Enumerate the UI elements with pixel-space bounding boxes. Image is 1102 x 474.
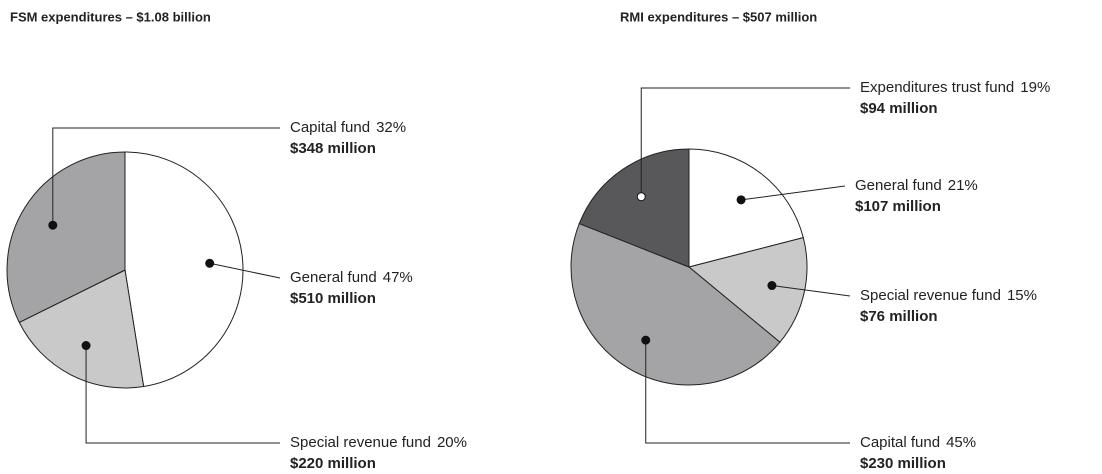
percent-label: 32% <box>376 119 406 136</box>
slice-label: Special revenue fund 20% <box>290 434 467 451</box>
slice-label: Special revenue fund 15% <box>860 287 1037 304</box>
callout-dot <box>48 220 58 230</box>
callout-dot <box>205 258 215 268</box>
callout-line <box>52 127 280 226</box>
amount-label: $76 million <box>860 308 938 325</box>
callout-dot <box>767 281 777 291</box>
callout-line <box>209 262 281 279</box>
pie-slice <box>124 151 244 388</box>
pie-slice <box>578 148 690 268</box>
amount-label: $94 million <box>860 100 938 117</box>
pie-slice <box>18 269 145 389</box>
percent-label: 45% <box>946 434 976 451</box>
category-name: Special revenue fund <box>290 434 431 451</box>
amount-label: $107 million <box>855 198 941 215</box>
slice-label: General fund 47% <box>290 269 413 286</box>
percent-label: 21% <box>948 177 978 194</box>
callout-line <box>640 87 850 197</box>
amount-label: $230 million <box>860 455 946 472</box>
pie-slice <box>6 151 126 324</box>
amount-label: $510 million <box>290 290 376 307</box>
percent-label: 19% <box>1020 79 1050 96</box>
callout-dot <box>641 335 651 345</box>
pie-slice <box>687 237 808 343</box>
percent-label: 47% <box>383 269 413 286</box>
chart-title: FSM expenditures – $1.08 billion <box>10 9 211 24</box>
amount-label: $348 million <box>290 140 376 157</box>
callout-dot <box>81 341 91 351</box>
callout-dot <box>636 192 646 202</box>
category-name: General fund <box>290 269 377 286</box>
callout-line <box>85 345 280 444</box>
percent-label: 20% <box>437 434 467 451</box>
slice-label: Capital fund 45% <box>860 434 976 451</box>
pie-slice <box>688 148 804 268</box>
percent-label: 15% <box>1007 287 1037 304</box>
category-name: Capital fund <box>860 434 940 451</box>
category-name: Expenditures trust fund <box>860 79 1014 96</box>
slice-label: Capital fund 32% <box>290 119 406 136</box>
category-name: Special revenue fund <box>860 287 1001 304</box>
slice-label: General fund 21% <box>855 177 978 194</box>
category-name: General fund <box>855 177 942 194</box>
callout-line <box>771 285 851 297</box>
callout-line <box>741 185 846 201</box>
callout-dot <box>736 195 746 205</box>
pie-slice <box>570 222 781 386</box>
slice-label: Expenditures trust fund 19% <box>860 79 1050 96</box>
amount-label: $220 million <box>290 455 376 472</box>
category-name: Capital fund <box>290 119 370 136</box>
callout-line <box>645 340 850 444</box>
chart-title: RMI expenditures – $507 million <box>620 9 817 24</box>
